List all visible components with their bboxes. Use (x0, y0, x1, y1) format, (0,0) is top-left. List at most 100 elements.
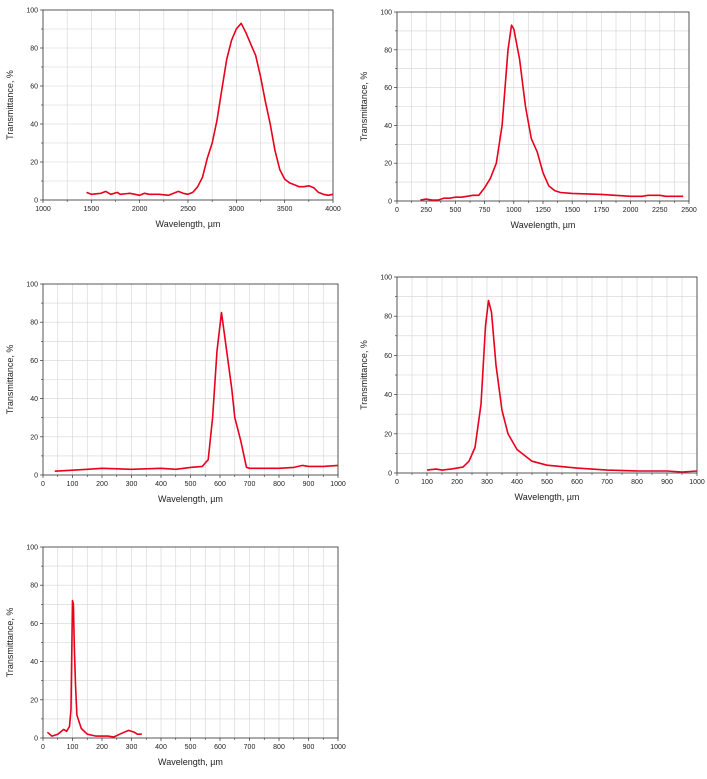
y-axis-label: Transmittance, % (5, 70, 15, 140)
x-tick-label: 500 (185, 744, 197, 751)
y-tick-label: 60 (30, 621, 38, 628)
x-tick-label: 0 (41, 481, 45, 488)
y-axis-label: Transmittance, % (5, 345, 15, 415)
y-tick-label: 80 (384, 314, 392, 321)
x-axis-label: Wavelength, µm (158, 757, 223, 767)
series-line-transmittance (54, 311, 339, 472)
x-tick-label: 500 (541, 479, 553, 486)
x-tick-label: 100 (67, 481, 79, 488)
x-tick-label: 500 (450, 207, 462, 214)
y-tick-label: 0 (388, 471, 392, 478)
x-axis-label: Wavelength, µm (156, 219, 221, 229)
y-tick-label: 0 (388, 199, 392, 206)
x-tick-label: 800 (273, 744, 285, 751)
x-tick-label: 2250 (652, 207, 668, 214)
x-tick-label: 700 (244, 744, 256, 751)
x-tick-label: 1000 (330, 481, 346, 488)
x-tick-label: 3500 (277, 206, 293, 213)
chart-4: 0 100 200 300 400 500 600 700 800 900 1000 0 20 40 60 8… (359, 275, 705, 503)
y-tick-label: 40 (384, 123, 392, 130)
x-tick-label: 500 (185, 481, 197, 488)
y-tick-label: 100 (26, 282, 38, 289)
y-axis-label: Transmittance, % (5, 608, 15, 678)
x-tick-label: 800 (631, 479, 643, 486)
x-tick-label: 200 (451, 479, 463, 486)
y-tick-label: 60 (30, 84, 38, 91)
x-tick-label: 600 (214, 481, 226, 488)
y-tick-label: 60 (384, 353, 392, 360)
y-axis-label: Transmittance, % (359, 72, 369, 142)
x-tick-label: 300 (126, 481, 138, 488)
y-tick-label: 60 (30, 358, 38, 365)
x-axis-label: Wavelength, µm (515, 492, 580, 502)
x-tick-label: 800 (273, 481, 285, 488)
y-tick-label: 20 (384, 431, 392, 438)
x-tick-label: 900 (661, 479, 673, 486)
chart-2: 0 250 500 750 1000 1250 1500 1750 2000 2250 2500 0 2… (359, 10, 697, 231)
x-tick-label: 2500 (180, 206, 196, 213)
x-tick-label: 700 (601, 479, 613, 486)
y-tick-label: 0 (34, 198, 38, 205)
y-tick-label: 100 (380, 275, 392, 282)
x-tick-label: 2500 (681, 207, 697, 214)
series-line-transmittance (426, 299, 698, 473)
x-tick-label: 600 (214, 744, 226, 751)
x-tick-label: 4000 (325, 206, 341, 213)
y-tick-label: 40 (30, 396, 38, 403)
x-tick-label: 1000 (506, 207, 522, 214)
x-tick-label: 1500 (564, 207, 580, 214)
x-tick-label: 1000 (35, 206, 51, 213)
y-tick-label: 100 (380, 10, 392, 17)
y-tick-label: 40 (30, 122, 38, 129)
series-line-transmittance (420, 24, 684, 201)
x-tick-label: 100 (67, 744, 79, 751)
y-tick-label: 20 (30, 160, 38, 167)
x-tick-label: 0 (395, 207, 399, 214)
x-tick-label: 3000 (229, 206, 245, 213)
y-tick-label: 40 (30, 659, 38, 666)
x-tick-label: 2000 (623, 207, 639, 214)
x-tick-label: 400 (155, 744, 167, 751)
x-tick-label: 200 (96, 481, 108, 488)
x-tick-label: 200 (96, 744, 108, 751)
series-line-transmittance (46, 599, 142, 738)
x-axis-label: Wavelength, µm (158, 494, 223, 504)
y-tick-label: 80 (384, 47, 392, 54)
y-axis-label: Transmittance, % (359, 340, 369, 410)
x-tick-label: 1250 (535, 207, 551, 214)
x-tick-label: 0 (41, 744, 45, 751)
y-tick-label: 80 (30, 46, 38, 53)
y-tick-label: 100 (26, 8, 38, 15)
x-tick-label: 300 (481, 479, 493, 486)
y-tick-label: 0 (34, 736, 38, 743)
y-tick-label: 80 (30, 320, 38, 327)
x-tick-label: 1000 (689, 479, 705, 486)
x-tick-label: 900 (303, 481, 315, 488)
chart-1: 1000 1500 2000 2500 3000 3500 4000 0 20 40 60 80 100… (5, 8, 341, 230)
x-tick-label: 400 (155, 481, 167, 488)
y-tick-label: 40 (384, 392, 392, 399)
x-tick-label: 750 (479, 207, 491, 214)
x-tick-label: 900 (303, 744, 315, 751)
x-tick-label: 1750 (594, 207, 610, 214)
x-tick-label: 250 (420, 207, 432, 214)
x-tick-label: 400 (511, 479, 523, 486)
x-tick-label: 700 (244, 481, 256, 488)
y-tick-label: 60 (384, 85, 392, 92)
x-tick-label: 2000 (132, 206, 148, 213)
x-axis-label: Wavelength, µm (511, 220, 576, 230)
chart-5: 0 100 200 300 400 500 600 700 800 900 1000 0 20 40 60 8… (5, 545, 346, 768)
x-tick-label: 1500 (84, 206, 100, 213)
x-tick-label: 600 (571, 479, 583, 486)
y-tick-label: 80 (30, 583, 38, 590)
series-line-transmittance (86, 22, 334, 197)
y-tick-label: 0 (34, 473, 38, 480)
x-tick-label: 0 (395, 479, 399, 486)
chart-3: 0 100 200 300 400 500 600 700 800 900 1000 0 20 40 60 8… (5, 282, 346, 505)
x-tick-label: 300 (126, 744, 138, 751)
x-tick-label: 1000 (330, 744, 346, 751)
y-tick-label: 20 (384, 161, 392, 168)
y-tick-label: 20 (30, 697, 38, 704)
y-tick-label: 100 (26, 545, 38, 552)
